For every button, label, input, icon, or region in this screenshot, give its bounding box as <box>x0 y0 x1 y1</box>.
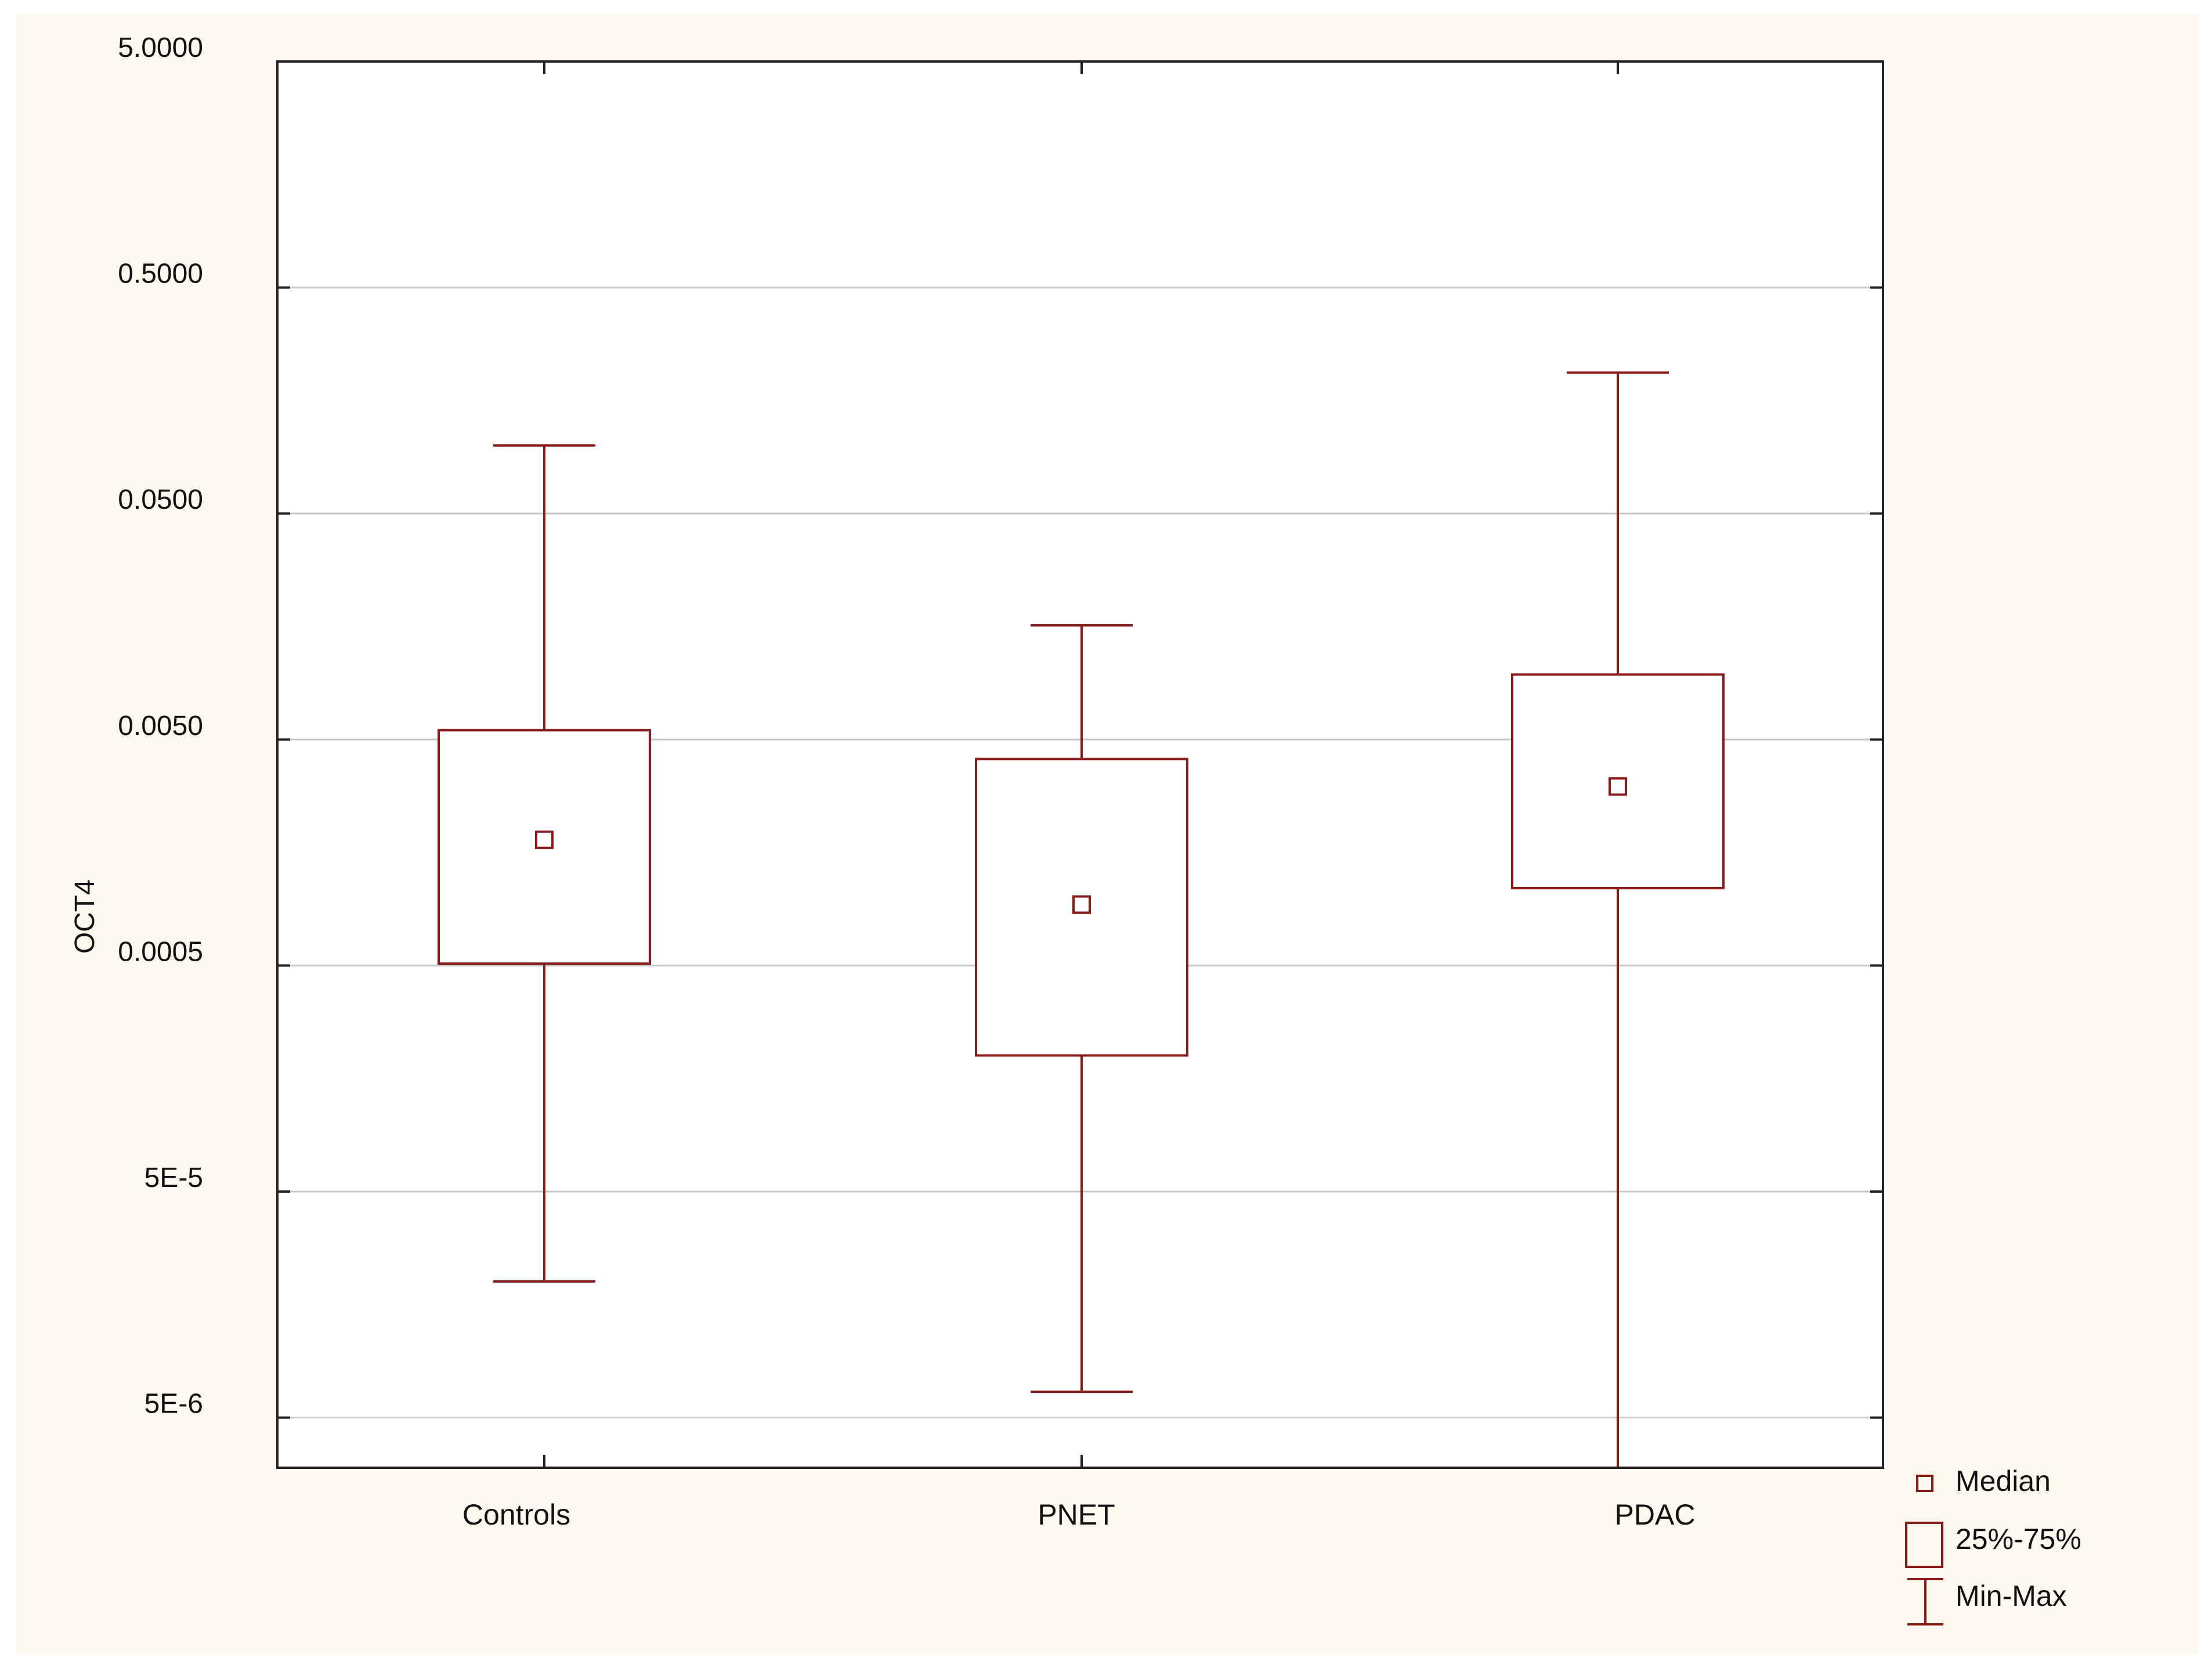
y-tick-label: 0.0005 <box>118 936 203 967</box>
boxes <box>438 371 1725 1468</box>
y-tick-label: 0.0050 <box>118 711 203 741</box>
median-marker <box>1609 777 1627 796</box>
median-marker <box>535 830 554 849</box>
legend: Median 25%-75% Min-Max <box>1905 1465 2081 1625</box>
x-category-label: PDAC <box>1615 1498 1696 1531</box>
x-axis-ticks: Controls PNET PDAC <box>462 61 1696 1531</box>
y-tick-label: 5E-5 <box>144 1163 203 1193</box>
plot-frame <box>276 60 1884 1469</box>
y-tick-label: 5E-6 <box>144 1389 203 1420</box>
legend-median-label: Median <box>1956 1465 2051 1497</box>
y-axis-ticks: 5.0000 0.5000 0.0500 0.0050 0.0005 5E-5 5E-6 <box>118 32 1883 1420</box>
legend-whisker-symbol <box>1907 1578 1943 1625</box>
y-axis-label: OCT4 <box>70 879 100 954</box>
box-pdac <box>1511 371 1725 1468</box>
legend-whisker-label: Min-Max <box>1956 1580 2067 1612</box>
median-marker <box>1072 895 1091 914</box>
y-tick-label: 0.5000 <box>118 259 203 289</box>
legend-box-label: 25%-75% <box>1956 1523 2081 1555</box>
y-tick-label: 0.0500 <box>118 484 203 515</box>
legend-median-symbol <box>1916 1475 1933 1492</box>
x-category-label: Controls <box>462 1498 570 1531</box>
x-category-label: PNET <box>1038 1498 1115 1531</box>
box-pnet <box>975 624 1188 1393</box>
box-controls <box>438 444 651 1283</box>
legend-box-symbol <box>1905 1522 1943 1568</box>
y-tick-label: 5.0000 <box>118 32 203 63</box>
